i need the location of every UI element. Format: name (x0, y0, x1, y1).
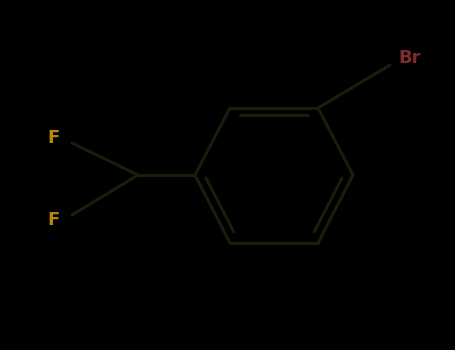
Text: Br: Br (398, 49, 420, 67)
Text: F: F (48, 211, 60, 229)
Text: F: F (48, 129, 60, 147)
